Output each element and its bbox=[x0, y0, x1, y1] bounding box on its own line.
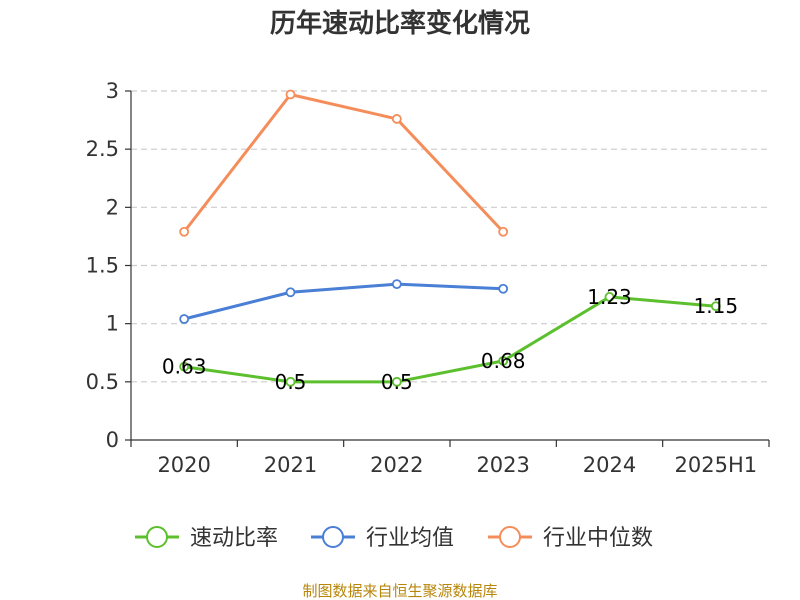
y-tick-label: 0.5 bbox=[86, 370, 119, 394]
series-line-quick-ratio bbox=[183, 295, 716, 384]
x-tick-label: 2025H1 bbox=[675, 453, 758, 477]
y-tick-label: 1 bbox=[106, 312, 119, 336]
data-point bbox=[604, 292, 615, 302]
legend-item[interactable]: 速动比率 bbox=[135, 526, 278, 551]
y-tick-label: 3 bbox=[106, 79, 119, 103]
data-point bbox=[179, 314, 190, 324]
legend-item[interactable]: 行业中位数 bbox=[488, 526, 653, 551]
data-point bbox=[285, 376, 296, 387]
x-tick-label: 2023 bbox=[476, 453, 529, 477]
series-line-industry-median bbox=[182, 92, 505, 233]
legend-label: 速动比率 bbox=[190, 526, 278, 551]
data-point bbox=[179, 361, 190, 372]
data-point bbox=[498, 355, 509, 366]
data-point bbox=[710, 301, 721, 312]
gridlines bbox=[131, 90, 769, 383]
legend-label: 行业中位数 bbox=[543, 526, 653, 551]
x-tick-label: 2020 bbox=[157, 453, 210, 477]
data-point bbox=[391, 279, 402, 290]
data-label: 0.63 bbox=[162, 355, 207, 379]
data-label: 1.23 bbox=[587, 285, 632, 309]
legend-marker-icon bbox=[146, 526, 168, 548]
data-point bbox=[179, 226, 190, 237]
axes: 0 0.5 1 1.5 2 2.5 3 2020 2021 2022 2023 2024 2025H1 bbox=[86, 79, 770, 477]
data-point bbox=[285, 89, 296, 100]
data-point bbox=[498, 283, 509, 294]
x-tick-label: 2021 bbox=[264, 453, 317, 477]
data-labels: 0.63 0.5 0.5 0.68 1.23 1.15 bbox=[162, 285, 738, 394]
legend-marker-icon bbox=[499, 526, 521, 548]
x-tick-label: 2022 bbox=[370, 453, 423, 477]
data-point bbox=[391, 114, 402, 124]
source-note: 制图数据来自恒生聚源数据库 bbox=[302, 582, 497, 600]
legend-item[interactable]: 行业均值 bbox=[311, 526, 454, 551]
series-line-industry-mean bbox=[183, 282, 504, 321]
legend[interactable]: 速动比率 行业均值 行业中位数 bbox=[135, 526, 653, 551]
y-tick-label: 2.5 bbox=[86, 137, 119, 161]
data-point bbox=[498, 226, 509, 237]
chart-title: 历年速动比率变化情况 bbox=[270, 8, 530, 39]
y-tick-label: 0 bbox=[106, 428, 119, 452]
data-label: 1.15 bbox=[694, 294, 739, 318]
data-label: 0.5 bbox=[275, 370, 307, 394]
data-label: 0.68 bbox=[481, 349, 526, 373]
legend-marker-icon bbox=[322, 526, 344, 548]
series-lines bbox=[179, 89, 721, 387]
y-tick-label: 1.5 bbox=[86, 254, 119, 278]
x-tick-label: 2024 bbox=[583, 453, 636, 477]
data-point bbox=[285, 287, 296, 298]
data-label: 0.5 bbox=[381, 370, 413, 394]
y-tick-label: 2 bbox=[106, 195, 119, 219]
data-point bbox=[391, 376, 402, 387]
legend-label: 行业均值 bbox=[366, 526, 454, 551]
